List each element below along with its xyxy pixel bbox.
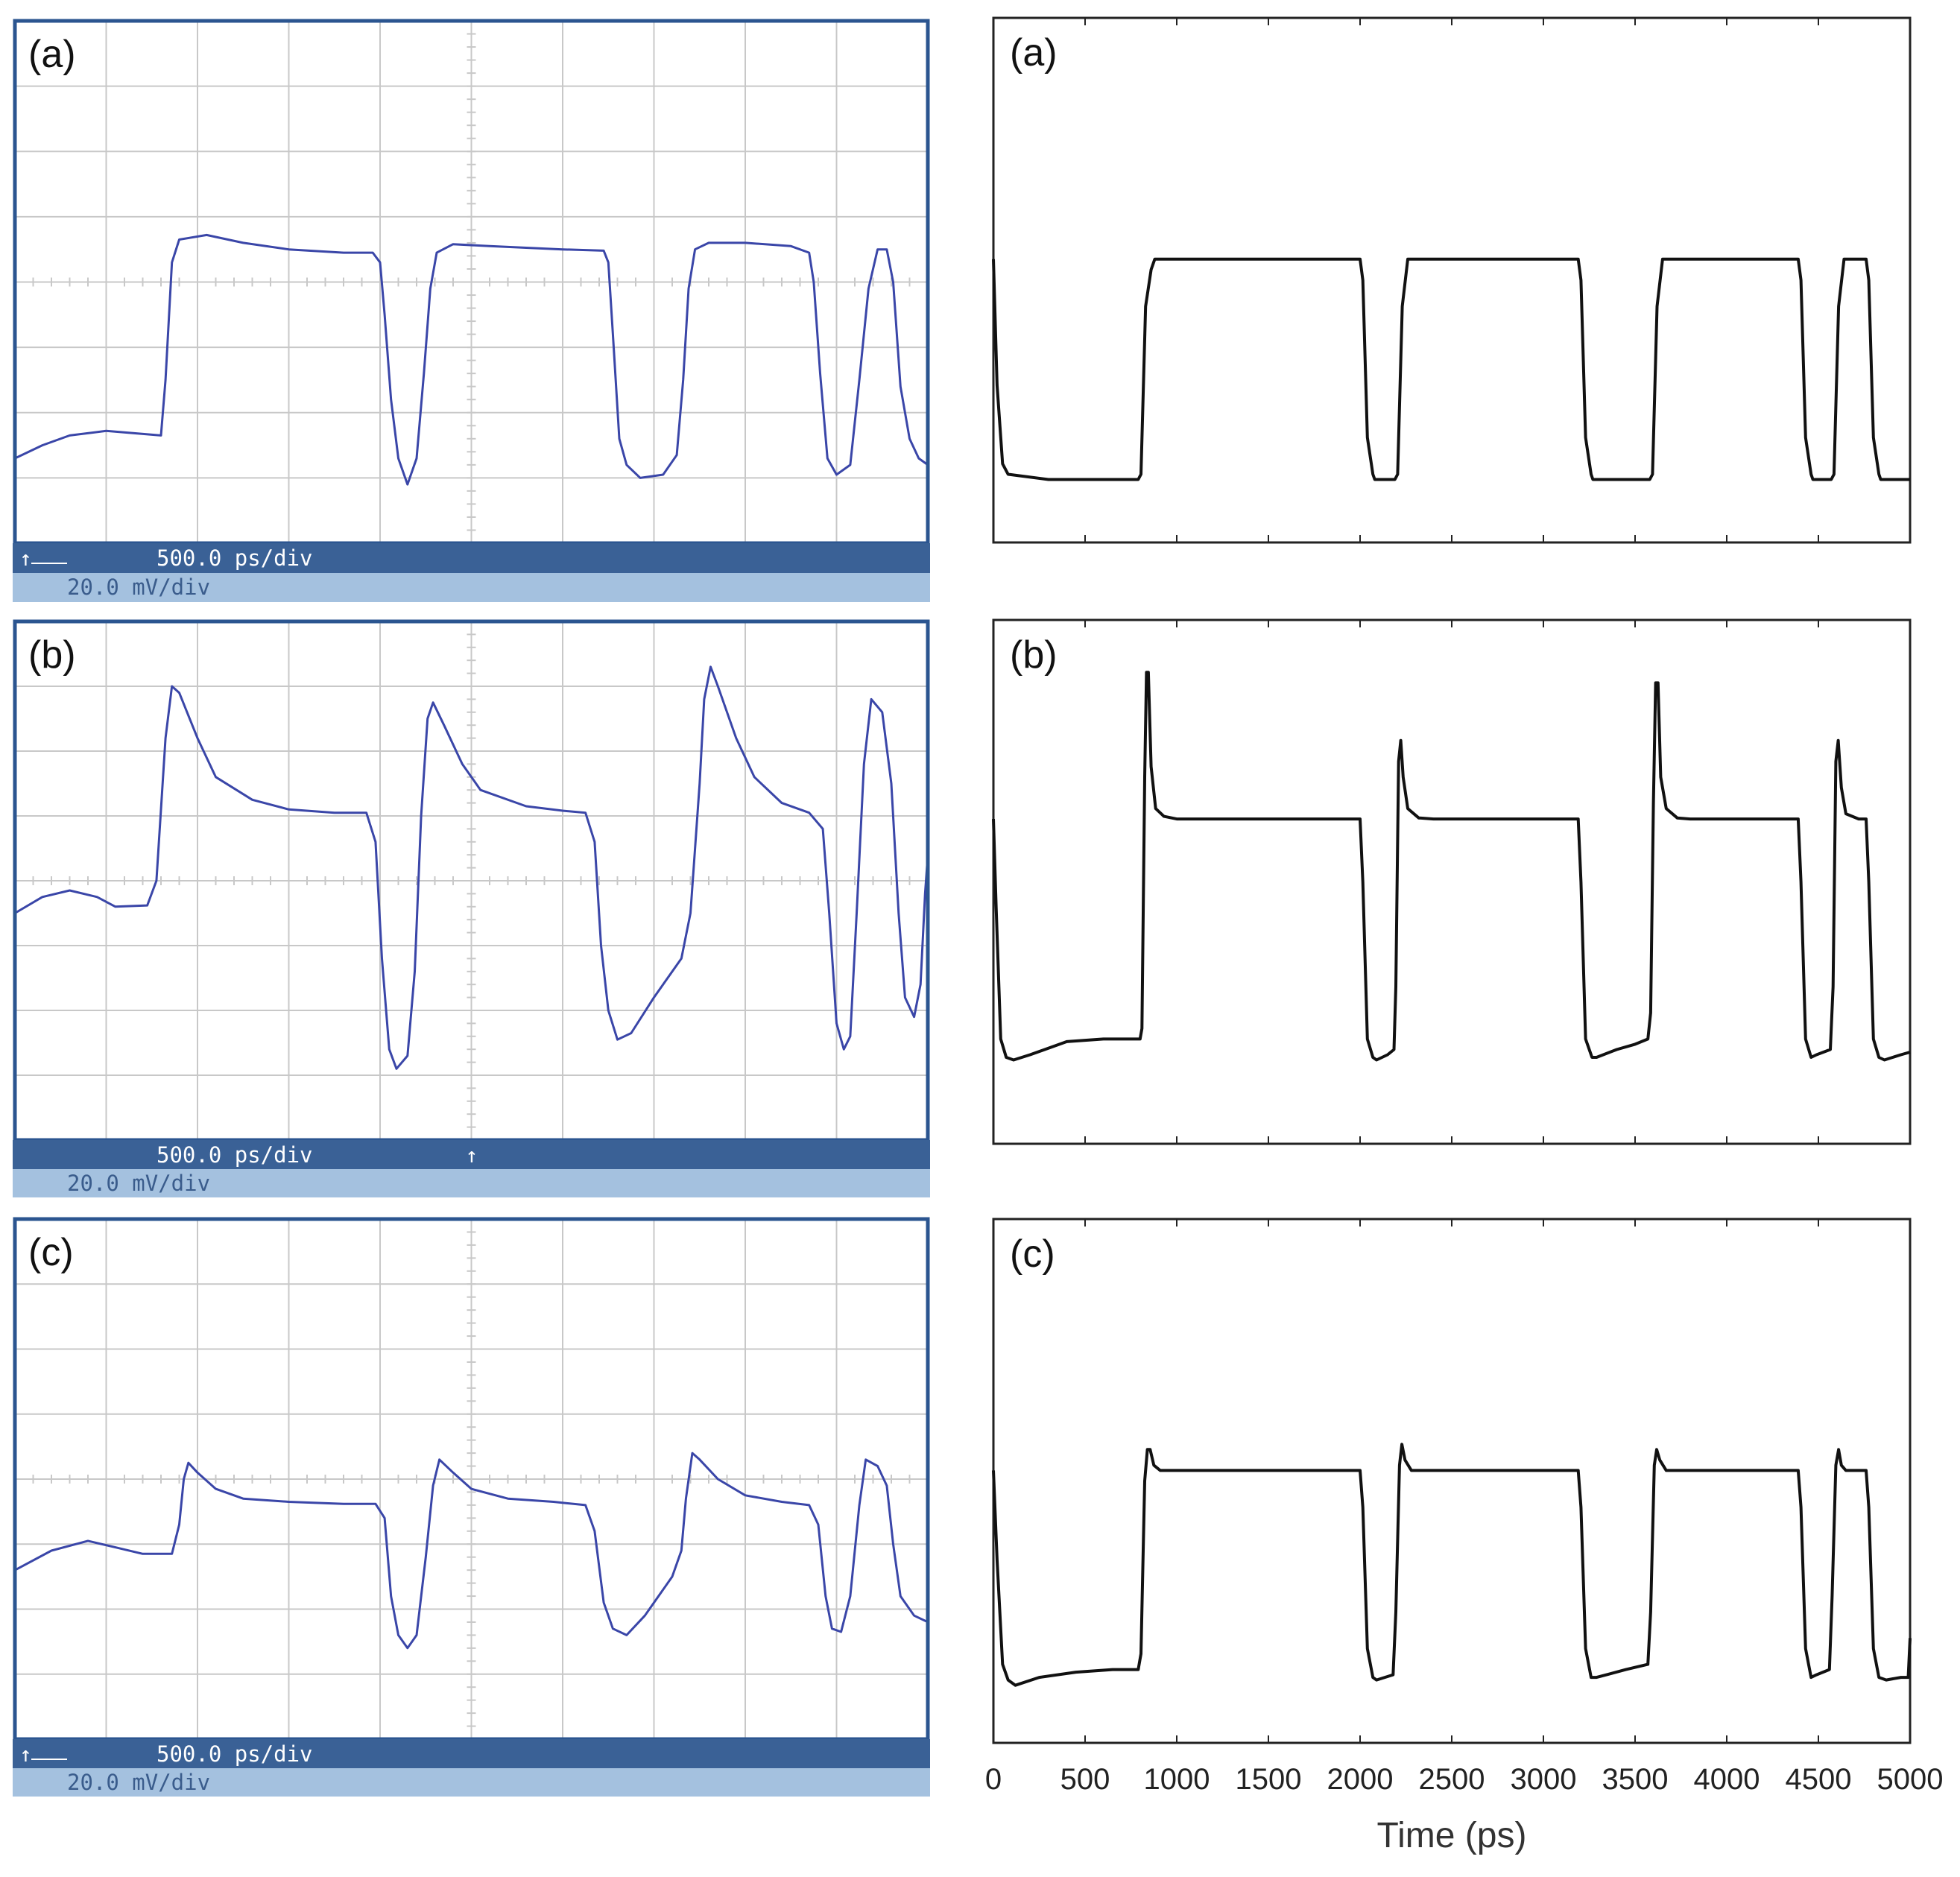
- scope-panel-scope-c: (c) ↑ 500.0 ps/div 20.0 mV/div: [13, 1217, 930, 1797]
- scope-timebase-label: 500.0 ps/div: [157, 1142, 313, 1168]
- x-tick-label: 3500: [1602, 1763, 1669, 1796]
- x-tick-label: 500: [1060, 1763, 1110, 1796]
- scope-volts-bar: [13, 573, 930, 602]
- scope-trigger-marker: ↑: [19, 546, 32, 571]
- x-tick-label: 0: [985, 1763, 1002, 1796]
- x-tick-label: 1500: [1236, 1763, 1302, 1796]
- scope-timebase-bar: [13, 1739, 930, 1768]
- panel-label: (c): [1010, 1232, 1055, 1276]
- panel-label: (b): [1010, 633, 1058, 677]
- panel-label: (a): [1010, 31, 1058, 75]
- scope-center-marker: ↑: [466, 1143, 478, 1168]
- scope-timebase-bar: [13, 543, 930, 573]
- x-tick-label: 5000: [1877, 1763, 1944, 1796]
- x-tick-label: 2000: [1327, 1763, 1394, 1796]
- x-tick-label: 4500: [1786, 1763, 1852, 1796]
- scope-volts-label: 20.0 mV/div: [67, 1770, 210, 1795]
- x-tick-label: 1000: [1144, 1763, 1210, 1796]
- sim-plot-frame: [992, 1218, 1912, 1744]
- panel-label: (a): [28, 33, 76, 76]
- panel-label: (b): [28, 633, 76, 677]
- scope-trace-line: [14, 665, 929, 1070]
- sim-panel-sim-c: (c) 0 500 1000 1500 2000 2500 3000 3500 4000 4500 5…: [985, 1218, 1944, 1855]
- sim-plot-frame: [992, 16, 1912, 544]
- scope-volts-bar: [13, 1768, 930, 1797]
- scope-timebase-label: 500.0 ps/div: [157, 545, 313, 571]
- scope-volts-bar: [13, 1169, 930, 1197]
- x-tick-label: 2500: [1419, 1763, 1485, 1796]
- scope-volts-label: 20.0 mV/div: [67, 575, 210, 600]
- x-axis-title: Time (ps): [1377, 1816, 1527, 1855]
- scope-volts-label: 20.0 mV/div: [67, 1171, 210, 1196]
- scope-panel-scope-a: (a) ↑ 500.0 ps/div 20.0 mV/div: [13, 19, 930, 602]
- scope-timebase-label: 500.0 ps/div: [157, 1741, 313, 1767]
- sim-trace-line: [992, 1443, 1912, 1687]
- sim-panel-sim-a: (a): [992, 16, 1912, 544]
- x-tick-label: 4000: [1694, 1763, 1760, 1796]
- scope-panel-scope-b: (b) ↑ 500.0 ps/div 20.0 mV/div: [13, 619, 930, 1197]
- sim-panel-sim-b: (b): [992, 618, 1912, 1145]
- scope-trigger-marker: ↑: [19, 1742, 32, 1767]
- x-tick-label: 3000: [1511, 1763, 1577, 1796]
- sim-trace-line: [992, 671, 1911, 1062]
- scope-timebase-bar: [13, 1140, 930, 1169]
- scope-trace-line: [14, 233, 929, 486]
- sim-plot-frame: [992, 618, 1912, 1145]
- panel-label: (c): [28, 1231, 74, 1274]
- scope-trace-line: [14, 1452, 929, 1650]
- sim-trace-line: [992, 257, 1910, 481]
